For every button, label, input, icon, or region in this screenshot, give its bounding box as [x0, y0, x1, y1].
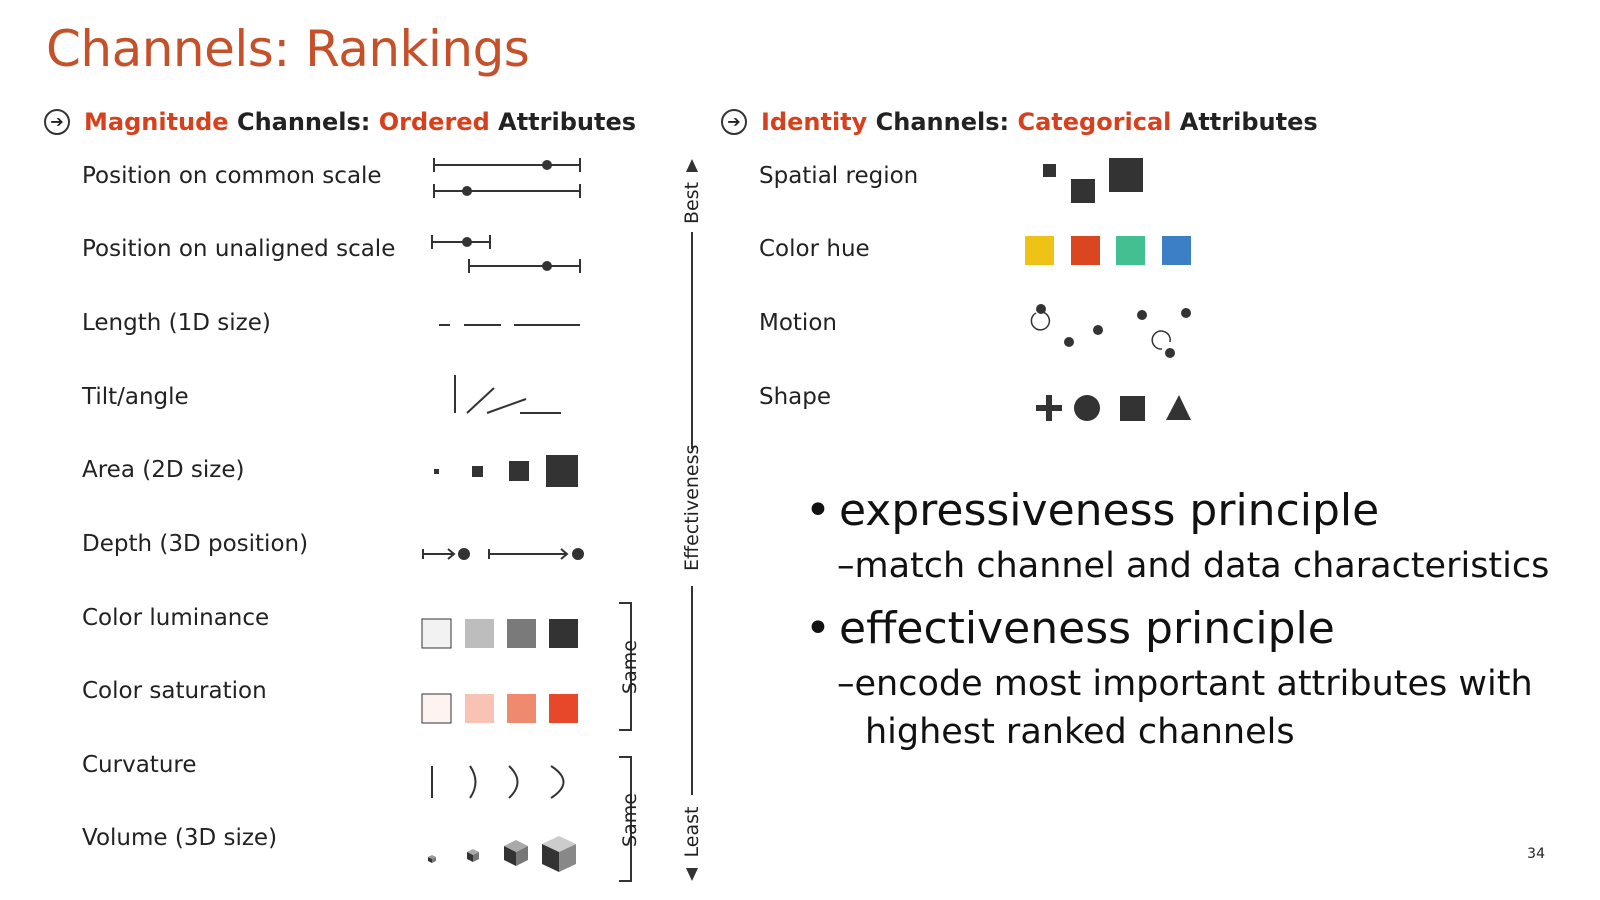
- curvature-glyph: [431, 765, 565, 799]
- bullet-effectiveness-text: effectiveness principle: [839, 603, 1335, 654]
- same-label-1: Same: [619, 640, 641, 694]
- row-label-shape: Shape: [759, 384, 832, 410]
- luminance-swatch-1: [421, 618, 452, 649]
- same-brackets: [619, 602, 632, 882]
- saturation-swatch-1: [421, 693, 452, 724]
- row-label-tilt: Tilt/angle: [82, 384, 189, 410]
- row-label-depth: Depth (3D position): [82, 531, 309, 557]
- attributes-word: Attributes: [1171, 108, 1318, 136]
- bullet-expressiveness-text: expressiveness principle: [839, 485, 1380, 536]
- unaligned-scale-glyph: [431, 235, 581, 273]
- identity-header: ➔ Identity Channels: Categorical Attribu…: [721, 108, 1318, 136]
- tilt-glyph: [454, 375, 561, 414]
- motion-glyph: [1030, 304, 1191, 358]
- axis-label-best: Best: [681, 181, 703, 225]
- luminance-swatch-4: [549, 619, 578, 648]
- shape-glyph: [1036, 395, 1191, 421]
- row-label-common-scale: Position on common scale: [82, 163, 382, 189]
- area-glyph: [434, 455, 578, 487]
- row-label-area: Area (2D size): [82, 457, 245, 483]
- luminance-swatch-2: [465, 619, 494, 648]
- magnitude-header: ➔ Magnitude Channels: Ordered Attributes: [44, 108, 636, 136]
- hue-glyph: [1025, 236, 1191, 265]
- axis-label-effectiveness: Effectiveness: [681, 444, 703, 571]
- effectiveness-axis: [686, 159, 698, 881]
- page-number: 34: [1527, 846, 1545, 862]
- row-label-curvature: Curvature: [82, 752, 197, 778]
- row-label-length: Length (1D size): [82, 310, 271, 336]
- depth-glyph: [422, 548, 584, 560]
- categorical-word: Categorical: [1017, 108, 1172, 136]
- channels-word: Channels:: [228, 108, 379, 136]
- row-label-luminance: Color luminance: [82, 605, 270, 631]
- row-label-spatial-region: Spatial region: [759, 163, 919, 189]
- luminance-glyph: [421, 618, 578, 649]
- row-label-volume: Volume (3D size): [82, 825, 278, 851]
- luminance-swatch-3: [507, 619, 536, 648]
- sub-bullet-effectiveness: –encode most important attributes with h…: [837, 664, 1533, 752]
- magnitude-word: Magnitude: [84, 108, 229, 136]
- attributes-word: Attributes: [489, 108, 637, 136]
- hue-swatch-4: [1162, 236, 1191, 265]
- same-label-2: Same: [619, 793, 641, 847]
- hue-swatch-3: [1116, 236, 1145, 265]
- saturation-glyph: [421, 693, 578, 724]
- identity-word: Identity: [761, 108, 868, 136]
- row-label-saturation: Color saturation: [82, 678, 267, 704]
- bullet-effectiveness: • effectiveness principle: [805, 603, 1335, 654]
- axis-label-least: Least: [681, 806, 703, 858]
- principles-list: • expressiveness principle –match channel…: [805, 480, 1565, 756]
- bullet-expressiveness: • expressiveness principle: [805, 485, 1380, 536]
- saturation-swatch-2: [465, 694, 494, 723]
- slide-title: Channels: Rankings: [46, 20, 530, 78]
- spatial-region-glyph: [1043, 158, 1143, 203]
- channels-word: Channels:: [867, 108, 1018, 136]
- circled-arrow-icon: ➔: [721, 109, 747, 135]
- ordered-word: Ordered: [378, 108, 490, 136]
- hue-swatch-2: [1071, 236, 1100, 265]
- row-label-color-hue: Color hue: [759, 236, 870, 262]
- sub-bullet-expressiveness: –match channel and data characteristics: [837, 546, 1550, 586]
- saturation-swatch-4: [549, 694, 578, 723]
- row-label-motion: Motion: [759, 310, 837, 336]
- volume-glyph: [428, 836, 576, 872]
- circled-arrow-icon: ➔: [44, 109, 70, 135]
- row-label-unaligned-scale: Position on unaligned scale: [82, 236, 396, 262]
- hue-swatch-1: [1025, 236, 1054, 265]
- common-scale-glyph: [433, 158, 581, 198]
- saturation-swatch-3: [507, 694, 536, 723]
